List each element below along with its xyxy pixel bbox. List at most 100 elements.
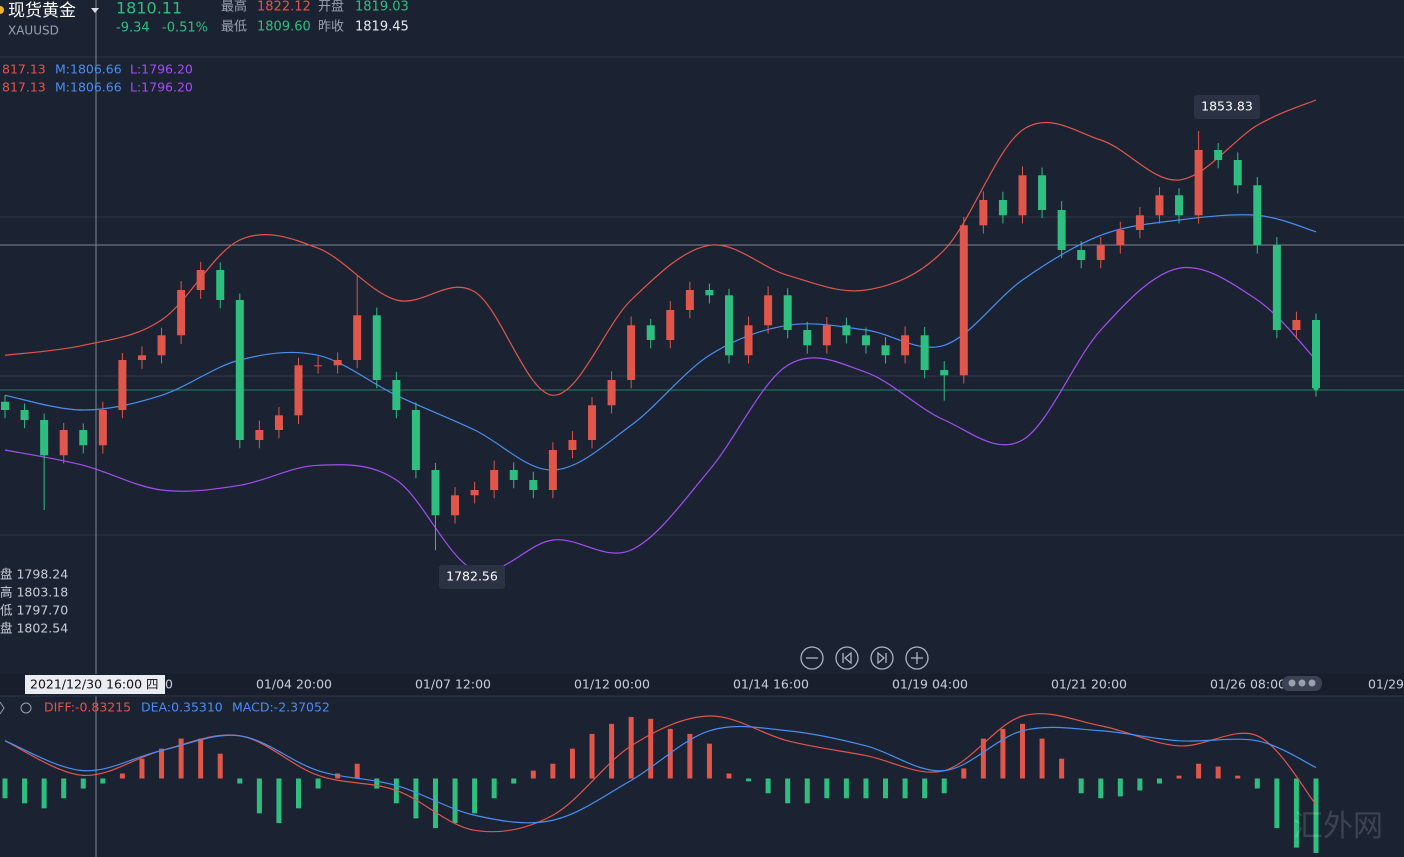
macd-label: MACD:-2.37052 <box>232 700 330 715</box>
candle-body <box>509 470 518 480</box>
candle-body <box>392 380 401 410</box>
candle-body <box>1292 320 1301 330</box>
macd-bar <box>296 778 302 809</box>
candle-body <box>157 335 166 356</box>
x-tick-label: 01/07 12:00 <box>415 677 491 692</box>
x-tick-label: 01/04 20:00 <box>256 677 332 692</box>
candle-body <box>998 200 1007 216</box>
zoom-out[interactable] <box>800 646 824 670</box>
macd-bar <box>1039 738 1045 779</box>
macd-bar <box>804 778 810 804</box>
hover-info: 盘 1798.24 <box>0 567 68 582</box>
stat-value: 1809.60 <box>257 20 311 35</box>
macd-bar <box>785 778 791 804</box>
macd-bar <box>765 778 771 794</box>
macd-bar <box>139 758 145 779</box>
candle-body <box>1057 210 1066 250</box>
macd-bar <box>178 738 184 779</box>
candle-body <box>470 490 479 496</box>
price: 1810.11 <box>116 0 182 18</box>
candle-body <box>529 480 538 490</box>
macd-bar <box>511 778 517 784</box>
macd-bar <box>1137 778 1143 791</box>
icon <box>877 651 887 665</box>
instrument-name: 现货黄金 <box>8 1 76 21</box>
candle-body <box>137 355 146 360</box>
x-tick-label: 01/19 04:00 <box>892 677 968 692</box>
band-lower: L:1796.20 <box>130 62 193 77</box>
candle-body <box>724 295 733 356</box>
macd-bar <box>1274 778 1280 829</box>
candle-body <box>588 405 597 440</box>
x-tick-label: 01/12 00:00 <box>574 677 650 692</box>
macd-bar <box>1293 778 1299 848</box>
macd-bar <box>941 778 947 794</box>
macd-bar <box>687 733 693 779</box>
candle-body <box>490 470 499 490</box>
macd-bar <box>1196 763 1202 779</box>
macd-bar <box>100 778 106 784</box>
prev[interactable] <box>835 646 859 670</box>
candle-body <box>79 430 88 446</box>
x-tick-label: 01/14 16:00 <box>733 677 809 692</box>
change: -9.34 <box>116 21 150 36</box>
dropdown[interactable] <box>91 8 99 13</box>
macd-bar <box>1078 778 1084 794</box>
macd-bar <box>1000 728 1006 779</box>
candle-body <box>1038 175 1047 210</box>
macd-bar <box>432 778 438 829</box>
macd-bar <box>902 778 908 799</box>
candle-body <box>646 325 655 340</box>
candle-body <box>705 290 714 296</box>
candle-body <box>255 430 264 440</box>
candle-body <box>1312 320 1320 389</box>
x-tick-label: 01/29 <box>1368 677 1404 692</box>
macd-bar <box>843 778 849 799</box>
zoom-in[interactable] <box>905 646 929 670</box>
macd-bar <box>217 753 223 779</box>
macd-bar <box>569 748 575 779</box>
macd-bar <box>1117 778 1123 797</box>
stat-value: 1819.45 <box>355 20 409 35</box>
macd-bar <box>1019 723 1025 779</box>
macd-bar <box>80 778 86 789</box>
candle-body <box>744 325 753 356</box>
candle-body <box>1096 245 1105 260</box>
stat-label: 开盘 <box>318 0 344 15</box>
candle-body <box>548 450 557 490</box>
candle-body <box>40 420 49 456</box>
macd-bar <box>980 738 986 779</box>
candle-body <box>627 325 636 380</box>
next[interactable] <box>870 646 894 670</box>
candle-body <box>314 365 323 367</box>
candle-body <box>861 335 870 346</box>
macd-bar <box>726 773 732 779</box>
band-upper: 817.13 <box>2 62 46 77</box>
band-line <box>4 266 1317 573</box>
candle-body <box>1155 195 1164 216</box>
candle-body <box>1135 215 1144 230</box>
candle-body <box>372 315 381 380</box>
macd-bar <box>159 748 165 779</box>
x-axis-strip <box>0 674 1404 696</box>
band-middle: M:1806.66 <box>55 80 122 95</box>
macd-bar <box>413 778 419 819</box>
candle-body <box>959 225 968 376</box>
candle-body <box>451 495 460 516</box>
macd-bar <box>41 778 47 809</box>
macd-bar <box>706 743 712 779</box>
zoom-controls <box>800 646 929 670</box>
candle-body <box>1018 175 1027 216</box>
symbol: XAUUSD <box>8 24 59 38</box>
settings[interactable] <box>20 702 32 714</box>
icon <box>911 652 923 664</box>
collapse[interactable] <box>0 701 5 715</box>
candle-body <box>216 270 225 300</box>
macd-bar <box>1156 778 1162 784</box>
icon <box>0 6 4 14</box>
hover-info: 盘 1802.54 <box>0 621 68 636</box>
stat-label: 昨收 <box>318 20 344 35</box>
macd-bar <box>550 763 556 779</box>
